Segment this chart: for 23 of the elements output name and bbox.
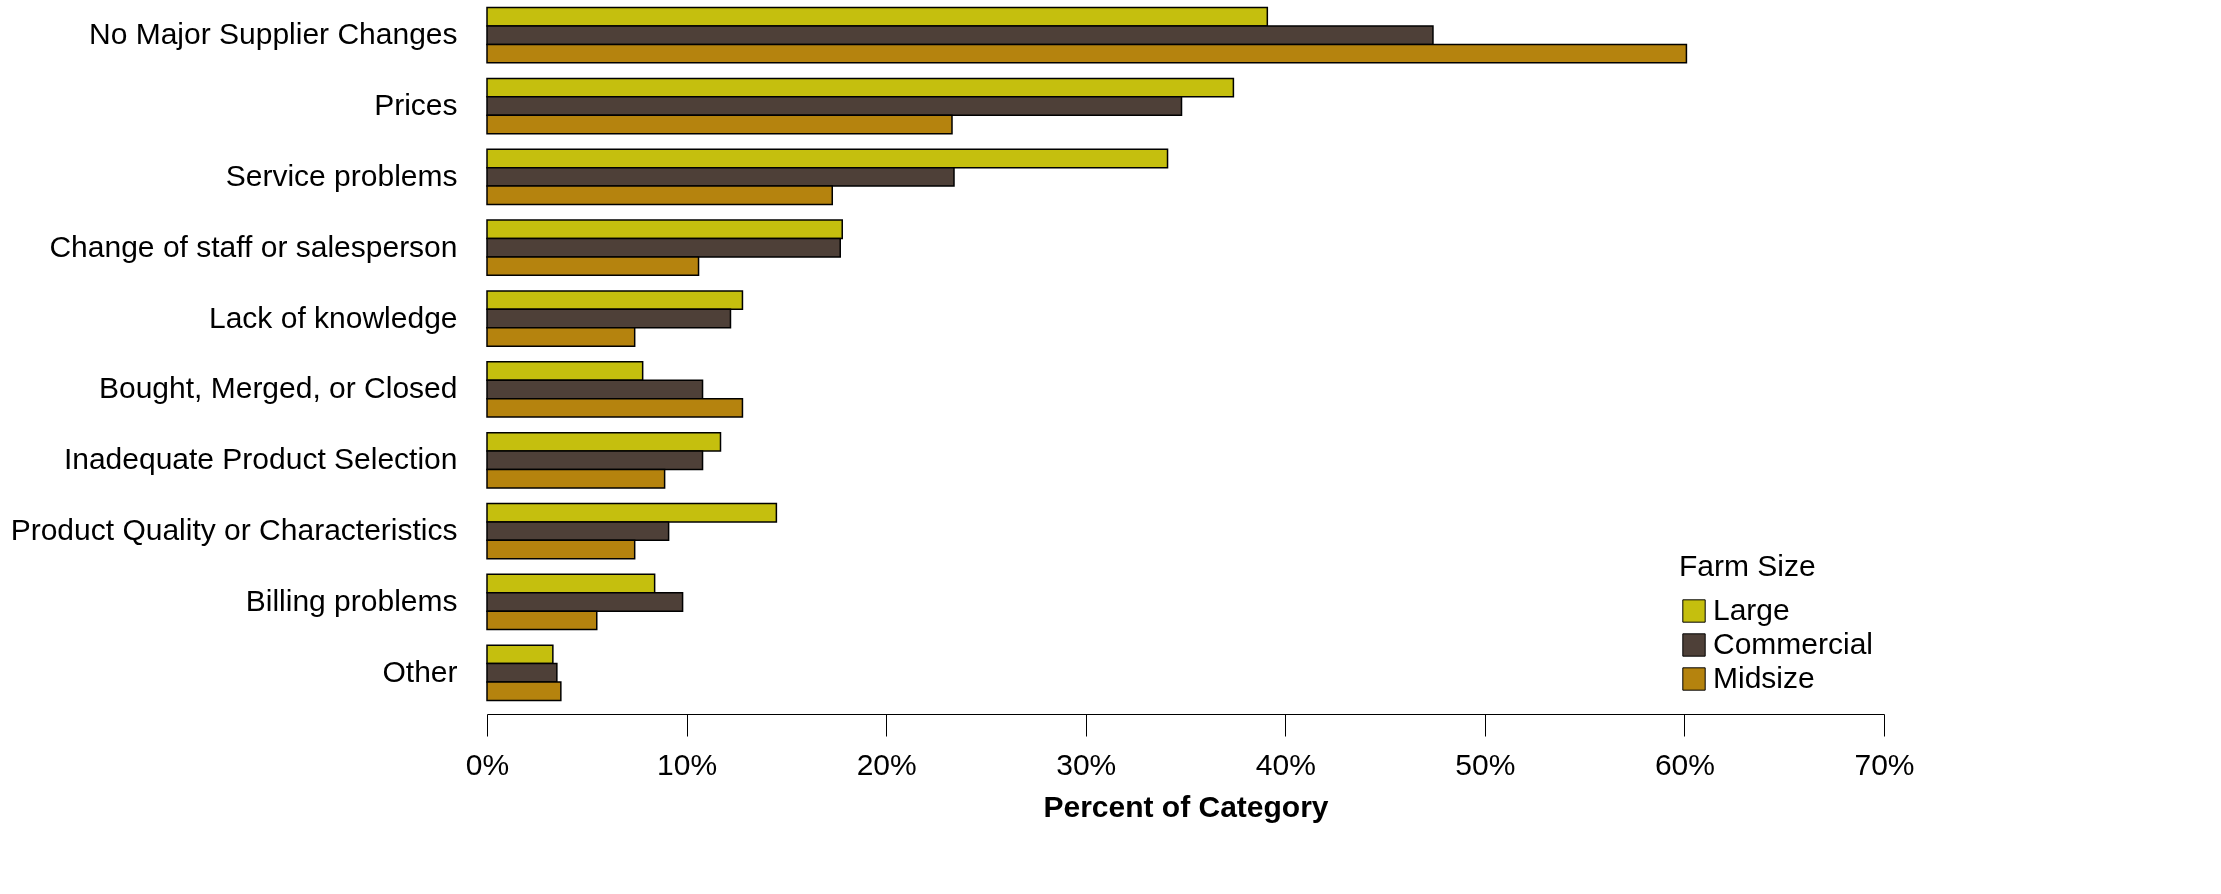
- y-tick-label: Product Quality or Characteristics: [10, 513, 458, 547]
- x-tick-label: 0%: [465, 747, 510, 781]
- legend-label: Midsize: [1713, 661, 1815, 694]
- x-tick-label: 30%: [1056, 747, 1117, 781]
- x-tick-label: 20%: [856, 747, 917, 781]
- x-tick-label: 40%: [1255, 747, 1316, 781]
- x-tick-label: 50%: [1455, 747, 1516, 781]
- legend-label: Commercial: [1713, 627, 1874, 660]
- y-tick-label: Service problems: [225, 158, 458, 192]
- y-tick-label: Billing problems: [245, 583, 458, 617]
- x-axis-title: Percent of Category: [1043, 789, 1329, 823]
- y-tick-label: Bought, Merged, or Closed: [98, 371, 458, 405]
- legend-label: Large: [1713, 593, 1790, 626]
- y-tick-label: No Major Supplier Changes: [88, 17, 458, 51]
- y-tick-label: Change of staff or salesperson: [49, 229, 458, 263]
- x-tick-label: 60%: [1654, 747, 1715, 781]
- x-tick-label: 70%: [1854, 747, 1915, 781]
- y-tick-label: Lack of knowledge: [209, 300, 458, 334]
- x-tick-label: 10%: [657, 747, 718, 781]
- legend-title: Farm Size: [1679, 549, 1816, 582]
- y-tick-label: Inadequate Product Selection: [63, 442, 458, 476]
- y-tick-label: Other: [382, 654, 458, 688]
- y-tick-label: Prices: [374, 88, 458, 122]
